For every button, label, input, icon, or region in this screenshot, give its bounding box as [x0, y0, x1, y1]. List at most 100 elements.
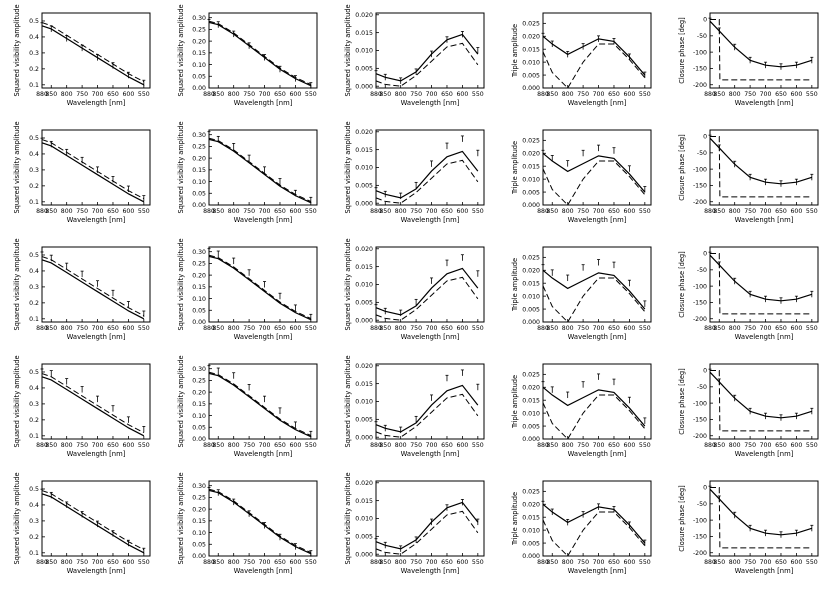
y-axis-title: Squared visibility amplitude: [13, 121, 21, 213]
x-tick-label: 750: [577, 442, 589, 449]
panel-frame: [542, 480, 652, 557]
y-axis-title: Squared visibility amplitude: [13, 238, 21, 330]
x-tick-label: 600: [623, 442, 635, 449]
x-tick-label: 650: [775, 91, 787, 98]
x-tick-label: 600: [790, 208, 802, 215]
x-tick-label: 850: [379, 208, 391, 215]
model-dashed-line: [375, 42, 479, 87]
y-tick-label: 0.1: [29, 433, 39, 440]
model-dashed-line: [375, 510, 479, 555]
model-dashed-line: [208, 20, 312, 85]
x-axis-title: Wavelength [nm]: [234, 333, 293, 341]
y-tick-label: -150: [693, 66, 707, 73]
y-tick-label: 0.000: [355, 83, 373, 90]
x-tick-label: 550: [472, 91, 484, 98]
x-tick-label: 600: [122, 442, 134, 449]
x-tick-label: 550: [472, 325, 484, 332]
model-solid-line: [375, 33, 479, 82]
y-tick-label: 0: [703, 251, 707, 258]
panel-frame: [709, 480, 819, 557]
x-axis-title: Wavelength [nm]: [568, 567, 627, 575]
y-tick-label: 0.15: [192, 518, 206, 525]
panel-frame: [542, 363, 652, 440]
x-tick-label: 700: [259, 91, 271, 98]
y-tick-label: 0.20: [192, 155, 206, 162]
model-dashed-line: [542, 277, 646, 323]
y-tick-label: 0.005: [355, 534, 373, 541]
model-dashed-line: [208, 254, 312, 319]
y-tick-label: -200: [693, 316, 707, 323]
y-tick-label: 0.025: [522, 489, 540, 496]
y-tick-label: 0.010: [522, 176, 540, 183]
model-dashed-line: [375, 276, 479, 321]
x-tick-label: 600: [289, 559, 301, 566]
y-tick-label: 0.015: [522, 46, 540, 53]
x-tick-label: 550: [472, 442, 484, 449]
panel-frame: [709, 363, 819, 440]
y-tick-label: 0.1: [29, 82, 39, 89]
y-axis-title: Squared visibility amplitude: [177, 355, 185, 447]
x-tick-label: 550: [472, 559, 484, 566]
y-tick-label: 0.30: [192, 15, 206, 22]
x-tick-label: 800: [562, 91, 574, 98]
x-axis-title: Wavelength [nm]: [735, 333, 794, 341]
x-tick-label: 880: [537, 208, 549, 215]
x-tick-label: 550: [138, 325, 150, 332]
x-tick-label: 880: [203, 442, 215, 449]
y-tick-label: -150: [693, 183, 707, 190]
x-tick-label: 880: [203, 208, 215, 215]
model-solid-line: [709, 488, 813, 536]
x-tick-label: 550: [305, 325, 317, 332]
x-axis-title: Wavelength [nm]: [67, 99, 126, 107]
y-tick-label: 0.2: [29, 534, 39, 541]
x-tick-label: 850: [713, 442, 725, 449]
y-tick-label: 0.10: [192, 179, 206, 186]
x-tick-label: 700: [92, 442, 104, 449]
x-tick-label: 850: [713, 325, 725, 332]
model-solid-line: [709, 20, 813, 68]
y-tick-label: 0.000: [355, 434, 373, 441]
x-tick-label: 850: [45, 91, 57, 98]
y-tick-label: -100: [693, 166, 707, 173]
x-axis-title: Wavelength [nm]: [401, 450, 460, 458]
x-tick-label: 880: [370, 91, 382, 98]
y-axis-title: Triple amplitude: [511, 375, 519, 429]
x-tick-label: 700: [760, 559, 772, 566]
x-tick-label: 700: [426, 208, 438, 215]
y-tick-label: 0.4: [29, 502, 39, 509]
y-tick-label: 0.005: [522, 72, 540, 79]
y-tick-label: 0.05: [192, 424, 206, 431]
model-solid-line: [709, 137, 813, 185]
x-tick-label: 880: [36, 325, 48, 332]
y-tick-label: 0.005: [355, 417, 373, 424]
y-axis-title: Triple amplitude: [511, 492, 519, 546]
x-tick-label: 700: [426, 91, 438, 98]
panel-frame: [208, 129, 318, 206]
x-tick-label: 850: [713, 208, 725, 215]
x-tick-label: 800: [562, 208, 574, 215]
x-tick-label: 750: [744, 325, 756, 332]
y-tick-label: 0.005: [355, 66, 373, 73]
y-tick-label: 0.4: [29, 34, 39, 41]
x-tick-label: 650: [107, 208, 119, 215]
x-tick-label: 880: [537, 325, 549, 332]
y-tick-label: 0.025: [522, 21, 540, 28]
model-solid-line: [542, 269, 646, 310]
y-tick-label: 0.20: [192, 272, 206, 279]
y-tick-label: 0.010: [355, 165, 373, 172]
x-tick-label: 650: [107, 91, 119, 98]
y-tick-label: 0.2: [29, 300, 39, 307]
y-tick-label: -100: [693, 283, 707, 290]
y-tick-label: 0.015: [355, 381, 373, 388]
y-tick-label: 0.25: [192, 144, 206, 151]
y-axis-title: Squared visibility amplitude: [13, 355, 21, 447]
y-tick-label: 0.010: [355, 282, 373, 289]
x-tick-label: 800: [729, 91, 741, 98]
y-tick-label: 0.05: [192, 190, 206, 197]
y-tick-label: 0.15: [192, 50, 206, 57]
